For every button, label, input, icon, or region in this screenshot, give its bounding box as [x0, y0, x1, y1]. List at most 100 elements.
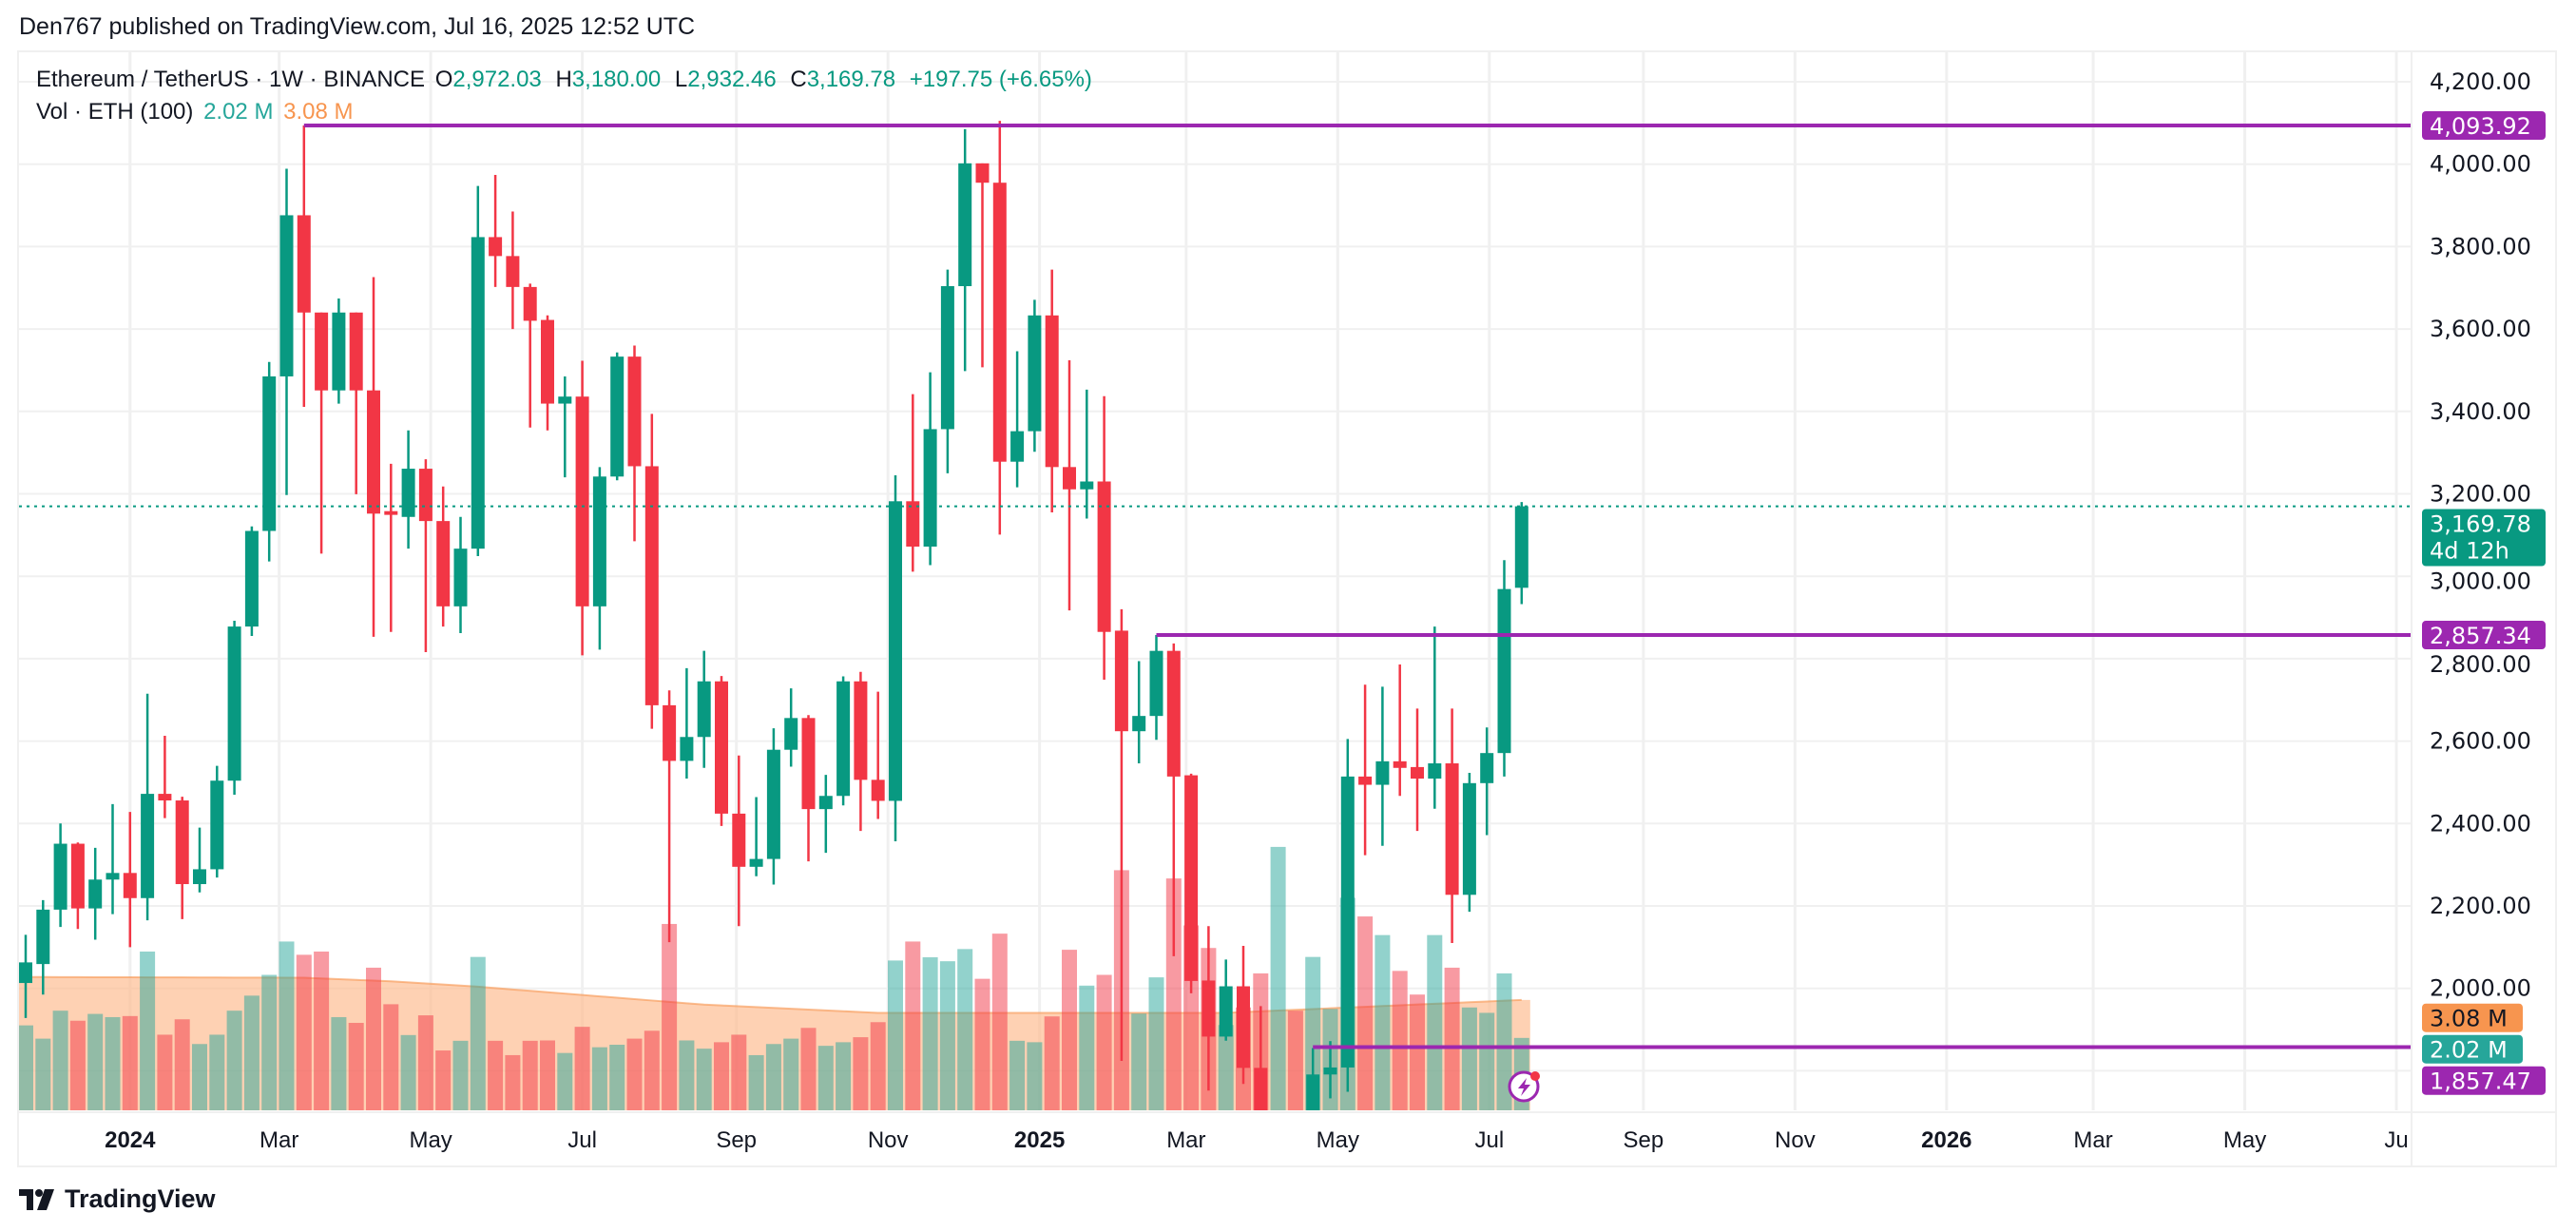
- candle: [592, 467, 606, 650]
- candles: [19, 121, 1528, 1110]
- volume-bar: [243, 995, 260, 1110]
- volume-bar: [1444, 967, 1460, 1110]
- candle-body: [141, 794, 155, 898]
- time-tick-label: 2026: [1921, 1127, 1971, 1153]
- volume-bar: [192, 1044, 207, 1110]
- candle-body: [801, 718, 816, 810]
- volume-bar: [452, 1040, 469, 1110]
- tradingview-logo[interactable]: TradingView: [19, 1184, 216, 1214]
- time-tick-label: Jul: [567, 1127, 597, 1153]
- volume-bar: [957, 949, 973, 1110]
- candle: [70, 842, 85, 930]
- candle: [1306, 1048, 1320, 1110]
- candle: [489, 174, 503, 287]
- volume-bar: [314, 951, 330, 1110]
- candle-body: [1340, 776, 1355, 1068]
- volume-bar: [1131, 1013, 1147, 1110]
- volume-label[interactable]: 2.02 M: [2422, 1034, 2523, 1064]
- candle-body: [1428, 763, 1442, 780]
- high-label: H: [555, 67, 572, 92]
- volume-bar: [522, 1040, 538, 1110]
- volume-bar: [836, 1042, 852, 1110]
- candle: [610, 352, 625, 481]
- last-price-label-bg: [2422, 509, 2546, 567]
- level-price-label-bg: [2422, 621, 2546, 650]
- candle-body: [1114, 630, 1128, 732]
- candle-body: [1411, 766, 1424, 780]
- volume-label-text: 2.02 M: [2430, 1037, 2508, 1064]
- lightning-event-icon[interactable]: [1508, 1070, 1540, 1103]
- volume-bar: [765, 1044, 781, 1110]
- candle: [244, 526, 259, 637]
- volume-bar: [488, 1040, 504, 1110]
- volume-bar: [974, 978, 990, 1110]
- volume-bar: [905, 941, 921, 1110]
- candle: [992, 121, 1007, 535]
- volume-bar: [853, 1037, 869, 1110]
- horizontal-levels[interactable]: [19, 123, 2412, 1049]
- last-price-label-text: 3,169.78: [2430, 511, 2531, 538]
- volume-bar: [122, 1015, 138, 1110]
- price-tick-label: 3,200.00: [2430, 481, 2531, 508]
- candle-body: [1237, 986, 1250, 1068]
- volume-bar: [505, 1054, 521, 1110]
- candle: [262, 361, 277, 562]
- candle-body: [88, 879, 103, 909]
- volume-legend[interactable]: Vol · ETH (100) 2.02 M 3.08 M: [36, 99, 356, 125]
- candle: [836, 676, 851, 806]
- volume-bar: [817, 1046, 834, 1110]
- candle: [506, 211, 520, 330]
- chart-frame: [17, 50, 2557, 1167]
- price-axis[interactable]: 4,200.00 4,093.92 4,000.00 3,800.00 3,600.00…: [2422, 68, 2546, 1095]
- volume-bar: [435, 1050, 452, 1110]
- volume-bar: [888, 960, 903, 1110]
- candle: [784, 688, 798, 767]
- level-price-label[interactable]: 2,857.34: [2422, 621, 2546, 650]
- volume-bar: [731, 1034, 747, 1110]
- candle: [210, 765, 224, 878]
- volume-bar: [1392, 971, 1408, 1110]
- candle-body: [697, 681, 711, 738]
- candle: [1080, 389, 1094, 519]
- candle-body: [1063, 467, 1076, 490]
- symbol-legend[interactable]: Ethereum / TetherUS · 1W · BINANCE O2,97…: [36, 67, 1096, 93]
- low-value: 2,932.46: [687, 67, 777, 92]
- price-tick-label: 2,800.00: [2430, 651, 2531, 678]
- candle-body: [680, 737, 694, 761]
- volume-bar: [991, 934, 1008, 1110]
- volume-bar: [1165, 878, 1182, 1110]
- volume-bar: [1009, 1040, 1026, 1110]
- volume-bar: [470, 956, 486, 1110]
- volume-indicator-name: Vol · ETH (100): [36, 99, 194, 125]
- volume-ma-label[interactable]: 3.08 M: [2422, 1003, 2523, 1032]
- level-price-label[interactable]: 4,093.92: [2422, 110, 2546, 140]
- volume-bar: [296, 954, 312, 1110]
- candle: [575, 360, 589, 656]
- candle: [19, 934, 32, 1018]
- candle: [766, 728, 780, 885]
- candle: [1045, 269, 1059, 513]
- time-axis[interactable]: 2024 Mar May Jul Sep Nov 2025 Mar May Jul Sep Nov 20…: [19, 52, 2555, 1165]
- time-tick-label: May: [2223, 1127, 2266, 1153]
- open-value: 2,972.03: [452, 67, 542, 92]
- candle-body: [923, 429, 937, 547]
- candle: [106, 803, 120, 914]
- candle: [558, 375, 572, 478]
- candle-body: [19, 962, 32, 984]
- volume-bar: [626, 1038, 643, 1110]
- candle: [1445, 708, 1459, 944]
- symbol-name: Ethereum / TetherUS · 1W · BINANCE: [36, 67, 426, 92]
- candle-body: [766, 749, 780, 859]
- candle: [801, 715, 816, 862]
- candle-body: [158, 794, 172, 801]
- candle: [1480, 727, 1494, 836]
- volume-bar: [1027, 1042, 1043, 1110]
- candle-body: [1393, 760, 1407, 768]
- volume-ma-label-text: 3.08 M: [2430, 1006, 2508, 1032]
- candle-body: [418, 469, 433, 522]
- level-price-label[interactable]: 1,857.47: [2422, 1066, 2546, 1095]
- volume-bar: [157, 1034, 173, 1110]
- volume-bar: [400, 1034, 416, 1110]
